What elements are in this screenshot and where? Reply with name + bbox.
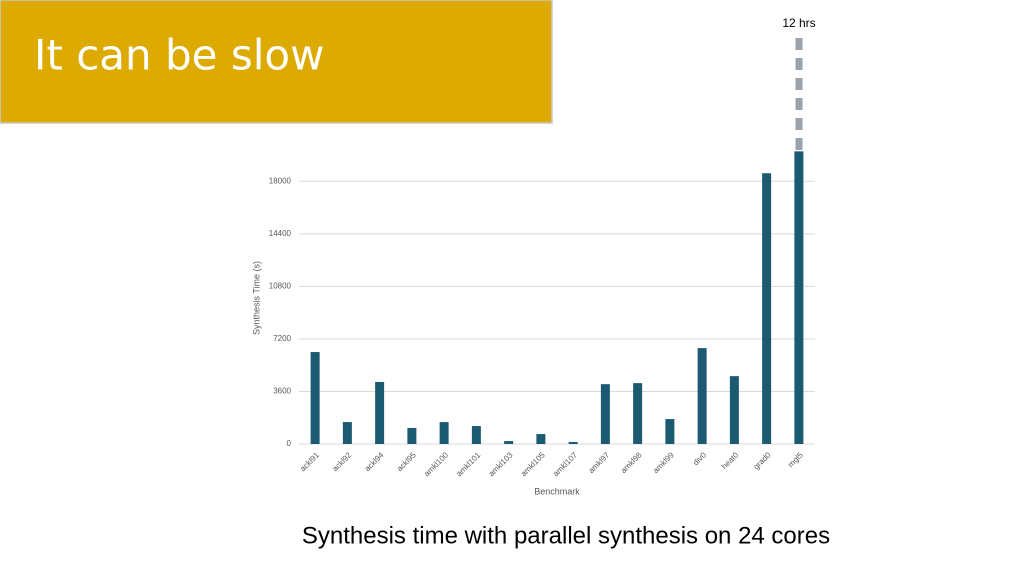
caption: Synthesis time with parallel synthesis o… [302, 522, 830, 549]
y-tick-label: 0 [287, 439, 292, 448]
bar [697, 348, 707, 444]
y-axis-label: Synthesis Time (s) [251, 261, 261, 335]
bar [439, 422, 449, 444]
x-tick-label: grad0 [752, 450, 773, 471]
x-tick-label: ackl95 [395, 450, 418, 473]
y-tick-label: 7200 [273, 334, 291, 343]
annotation: 12 hrs [782, 16, 815, 30]
x-tick-label: div0 [691, 450, 708, 467]
bar [794, 151, 804, 444]
bar [310, 352, 320, 444]
x-tick-label: amkl103 [487, 450, 515, 478]
bar [375, 381, 385, 444]
bar [568, 441, 578, 444]
y-tick-label: 18000 [269, 176, 292, 185]
bar [762, 173, 772, 445]
x-tick-label: amkl97 [587, 450, 612, 475]
bar [504, 441, 514, 444]
x-tick-label: ackl91 [298, 450, 321, 473]
y-tick-label: 10800 [269, 281, 292, 290]
bar [342, 422, 352, 444]
bar [407, 427, 417, 444]
x-tick-label: amkl100 [422, 450, 450, 478]
x-tick-label: ackl92 [331, 450, 354, 473]
bar [665, 419, 675, 444]
x-tick-label: amkl98 [619, 450, 644, 475]
title-box [0, 0, 553, 124]
x-tick-label: amkl99 [651, 450, 676, 475]
y-tick-label: 14400 [269, 229, 292, 238]
x-tick-label: heat0 [720, 450, 741, 471]
bar [471, 426, 481, 444]
y-tick-label: 3600 [273, 387, 291, 396]
x-tick-label: amkl105 [519, 450, 547, 478]
x-tick-label: amkl107 [551, 450, 579, 478]
bar [600, 384, 610, 444]
slide-title: It can be slow [34, 31, 324, 80]
bar [633, 383, 643, 444]
x-tick-label: mgl5 [786, 450, 805, 469]
x-tick-label: ackl94 [363, 450, 386, 473]
bar [536, 434, 546, 444]
x-axis-label: Benchmark [534, 486, 580, 496]
bar [729, 376, 739, 444]
x-tick-label: amkl101 [455, 450, 483, 478]
